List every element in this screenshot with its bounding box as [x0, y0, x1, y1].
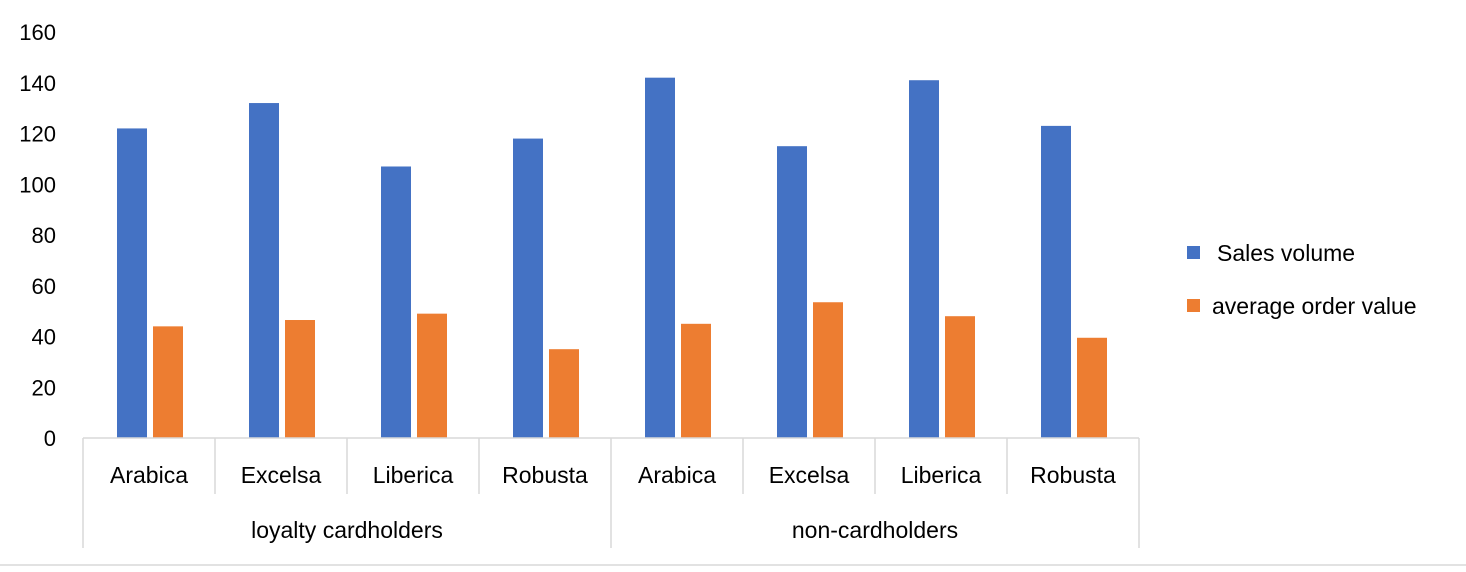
y-tick-label: 160 [19, 20, 56, 45]
bar-average-order-value [417, 313, 447, 438]
legend-swatch [1187, 299, 1200, 312]
bar-sales-volume [513, 138, 543, 438]
x-category-label: Excelsa [241, 462, 322, 488]
y-tick-label: 120 [19, 122, 56, 147]
y-axis-tick-labels: 0 20 40 60 80 100 120 140 160 [19, 20, 56, 451]
y-tick-label: 60 [32, 274, 56, 299]
y-tick-label: 100 [19, 172, 56, 197]
bar-average-order-value [285, 320, 315, 438]
bar-sales-volume [909, 80, 939, 439]
y-tick-label: 80 [32, 223, 56, 248]
bars [117, 77, 1107, 439]
x-category-label: Arabica [110, 462, 188, 488]
bar-average-order-value [1077, 337, 1107, 438]
x-category-label: Liberica [373, 462, 454, 488]
legend-swatch [1187, 246, 1200, 259]
bar-sales-volume [777, 146, 807, 438]
legend: Sales volume average order value [1187, 240, 1417, 319]
x-group-label: loyalty cardholders [251, 517, 443, 543]
x-category-label: Excelsa [769, 462, 850, 488]
x-category-label: Arabica [638, 462, 716, 488]
x-category-label: Robusta [1030, 462, 1116, 488]
y-tick-label: 0 [44, 426, 56, 451]
bar-sales-volume [645, 77, 675, 439]
x-group-label: non-cardholders [792, 517, 958, 543]
bar-average-order-value [549, 349, 579, 438]
y-tick-label: 40 [32, 325, 56, 350]
bar-average-order-value [153, 326, 183, 438]
x-category-label: Liberica [901, 462, 982, 488]
legend-label: Sales volume [1217, 240, 1355, 266]
x-category-label: Robusta [502, 462, 588, 488]
y-tick-label: 20 [32, 375, 56, 400]
bar-sales-volume [249, 103, 279, 439]
bar-sales-volume [117, 128, 147, 439]
bar-sales-volume [381, 166, 411, 439]
bar-average-order-value [681, 323, 711, 438]
y-tick-label: 140 [19, 71, 56, 96]
bar-average-order-value [813, 302, 843, 438]
x-axis: Arabica Excelsa Liberica Robusta Arabica Exce… [0, 437, 1466, 566]
bar-average-order-value [945, 316, 975, 438]
legend-label: average order value [1212, 293, 1417, 319]
bar-sales-volume [1041, 125, 1071, 438]
